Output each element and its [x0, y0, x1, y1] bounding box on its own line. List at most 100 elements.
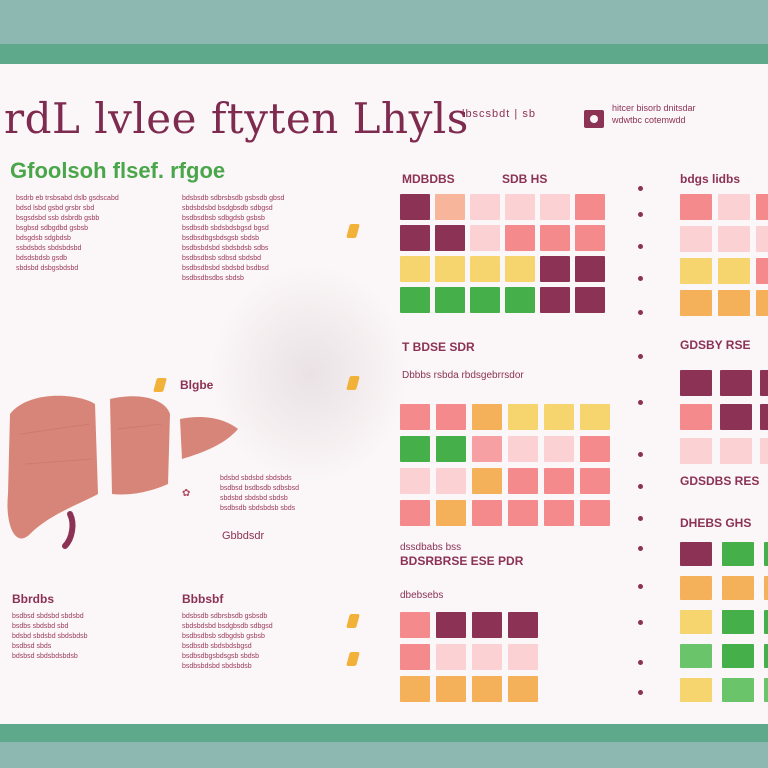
grid1-cell: [435, 287, 465, 313]
right3-cell: [722, 644, 754, 668]
right1-cell: [756, 194, 768, 220]
accent-spark-icon: [346, 224, 360, 238]
grid2-heading: T BDSE SDR: [402, 340, 475, 354]
grid1-cell: [505, 287, 535, 313]
subtitle: Gfoolsoh flsef. rfgoe: [10, 158, 226, 183]
grid2-cell: [472, 500, 502, 526]
grid2-cell: [400, 468, 430, 494]
marker-dot: [638, 690, 643, 695]
logo-icon: [584, 110, 604, 128]
grid3-heading: dssdbabs bss: [400, 542, 462, 553]
heatmap-grid-3: [400, 612, 538, 702]
right3-cell: [722, 610, 754, 634]
right2-cell: [760, 438, 768, 464]
marker-dot: [638, 276, 643, 281]
grid2-cell: [508, 436, 538, 462]
grid1-cell: [400, 225, 430, 251]
right3-cell: [680, 542, 712, 566]
right3-cell: [680, 644, 712, 668]
right2-cell: [680, 438, 712, 464]
marker-dot: [638, 400, 643, 405]
grid1-cell: [575, 256, 605, 282]
right3-cell: [722, 678, 754, 702]
grid2-cell: [580, 404, 610, 430]
marker-dot: [638, 516, 643, 521]
grid4-heading: dbebsebs: [400, 590, 444, 601]
accent-spark-icon: [346, 652, 360, 666]
bottom-background-band: [0, 742, 768, 768]
grid1-cell: [470, 287, 500, 313]
grid2-cell: [436, 468, 466, 494]
right1-cell: [680, 290, 712, 316]
mid-bottom-heading: Bbbsbf: [182, 592, 224, 606]
grid1-cell: [435, 225, 465, 251]
grid1-cell: [470, 194, 500, 220]
grid1-cell: [505, 194, 535, 220]
title-meta: lbscsbdt | sb: [462, 108, 536, 120]
right2-cell: [760, 370, 768, 396]
right3-cell: [722, 576, 754, 600]
left-bottom-heading: Bbrdbs: [12, 592, 54, 606]
grid1-cell: [540, 194, 570, 220]
marker-dot: [638, 244, 643, 249]
right3-cell: [764, 644, 768, 668]
right2-cell: [720, 438, 752, 464]
right3-cell: [764, 576, 768, 600]
grid2-cell: [544, 404, 574, 430]
right-grid-3: [680, 542, 768, 702]
text-block-1: bsdrb eb trsbsabd dslb gsdscabd bdsd lsb…: [16, 195, 119, 272]
right3-cell: [680, 678, 712, 702]
right3-cell: [722, 542, 754, 566]
grid2-cell: [508, 468, 538, 494]
right1-cell: [718, 226, 750, 252]
grid2-cell: [400, 404, 430, 430]
grid2-cell: [436, 500, 466, 526]
grid2-cell: [472, 404, 502, 430]
liver-illustration: [0, 374, 245, 559]
marker-dot: [638, 452, 643, 457]
right2-cell: [720, 404, 752, 430]
liver-label: Blgbe: [180, 378, 214, 392]
text-block-2: bdsbsdb sdbrsbsdb gsbsdb gbsd sbdsbdsbd …: [182, 195, 285, 282]
marker-dot: [638, 484, 643, 489]
grid3-cell: [472, 644, 502, 670]
grid1-cell: [575, 287, 605, 313]
right3-cell: [764, 678, 768, 702]
grid2-cell: [580, 436, 610, 462]
infographic-panel: rdL lvlee ftyten Lhyls lbscsbdt | sb hit…: [0, 64, 768, 724]
grid1-cell: [540, 225, 570, 251]
marker-dot: [638, 620, 643, 625]
text-block-5: bdsbsdb sdbrsbsdb gsbsdb sbdsbdsbd bsdgb…: [182, 613, 273, 670]
grid3-cell: [472, 676, 502, 702]
grid3-cell: [508, 612, 538, 638]
right3-cell: [680, 576, 712, 600]
grid1-cell: [575, 225, 605, 251]
grid1-cell: [400, 194, 430, 220]
right1-cell: [756, 258, 768, 284]
grid3-cell: [436, 676, 466, 702]
right2-cell: [680, 370, 712, 396]
right1-cell: [718, 194, 750, 220]
grid2-subheading: Dbbbs rsbda rbdsgebrrsdor: [402, 370, 524, 381]
grid2-cell: [436, 436, 466, 462]
text-block-4: bsdbsd sbdsbd sbdsbd bsdbs sbdsbd sbd bd…: [12, 613, 88, 660]
accent-spark-icon: [346, 614, 360, 628]
right-grid-2: [680, 370, 768, 464]
grid2-cell: [580, 468, 610, 494]
grid2-cell: [400, 500, 430, 526]
grid3-cell: [400, 612, 430, 638]
right2-cell: [680, 404, 712, 430]
grid1-cell: [435, 194, 465, 220]
marker-dot: [638, 310, 643, 315]
cell-cluster-icon: ✿: [182, 488, 191, 499]
marker-dot: [638, 354, 643, 359]
grid2-cell: [472, 436, 502, 462]
grid1-cell: [540, 287, 570, 313]
heatmap-grid-1: [400, 194, 605, 313]
header-meta-text: hitcer bisorb dnitsdar wdwtbc cotemwdd: [612, 103, 696, 125]
grid2-cell: [544, 500, 574, 526]
right2-cell: [760, 404, 768, 430]
grid1-heading: MDBDBS: [402, 172, 455, 186]
marker-dot: [638, 212, 643, 217]
grid1-cell: [575, 194, 605, 220]
